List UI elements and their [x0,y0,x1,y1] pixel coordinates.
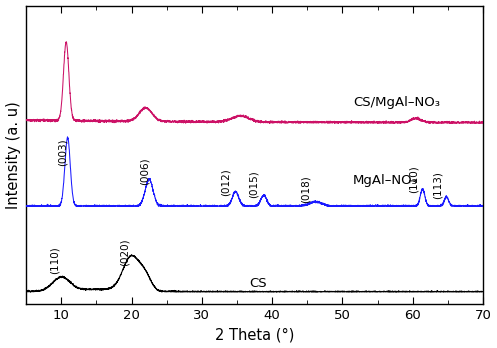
Text: (006): (006) [139,158,149,185]
Y-axis label: Intensity (a. u): Intensity (a. u) [5,101,20,209]
Text: (003): (003) [58,138,68,166]
Text: (018): (018) [301,175,311,203]
Text: (113): (113) [433,172,443,199]
Text: CS: CS [249,277,267,290]
Text: (012): (012) [221,168,231,196]
Text: (110): (110) [409,166,419,193]
Text: (020): (020) [119,238,130,266]
X-axis label: 2 Theta (°): 2 Theta (°) [215,327,294,342]
Text: (015): (015) [249,170,259,198]
Text: CS/MgAl–NO₃: CS/MgAl–NO₃ [353,96,440,109]
Text: MgAl–NO₃: MgAl–NO₃ [353,174,418,187]
Text: (110): (110) [49,246,59,274]
